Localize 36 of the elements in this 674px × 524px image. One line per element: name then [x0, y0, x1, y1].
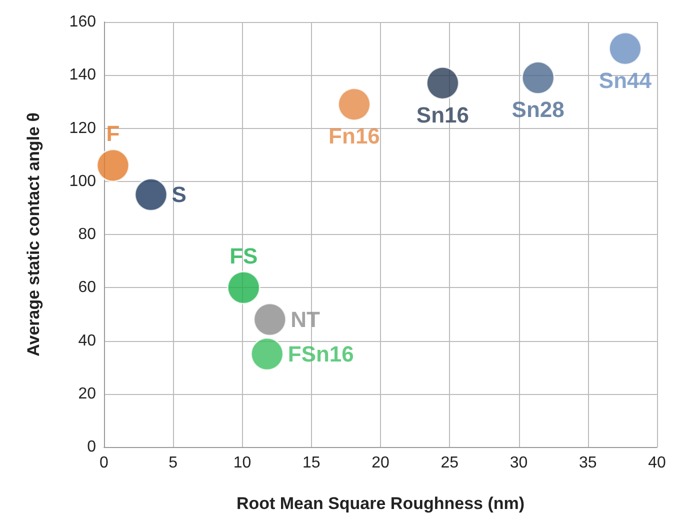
y-tick-label: 160 — [69, 14, 96, 30]
x-tick-label: 0 — [100, 454, 109, 472]
series-label: S — [172, 182, 186, 208]
x-tick-label: 35 — [578, 454, 597, 472]
x-tick-label: 30 — [510, 454, 528, 472]
x-tick-label: 10 — [233, 454, 252, 472]
point — [96, 148, 130, 182]
series-label: F — [106, 121, 120, 146]
point — [253, 302, 287, 336]
y-tick-label: 120 — [69, 120, 96, 137]
point — [426, 66, 460, 100]
x-tick-label: 15 — [302, 454, 320, 472]
x-tick-label: 40 — [648, 454, 666, 472]
series-label: Sn16 — [416, 102, 470, 128]
y-tick-label: 140 — [69, 66, 96, 84]
point — [226, 270, 260, 304]
y-tick-label: 100 — [69, 172, 96, 190]
point — [250, 337, 284, 371]
y-tick-label: 20 — [78, 385, 96, 402]
series-label: FS — [230, 243, 258, 268]
point — [134, 178, 168, 212]
y-axis-title: Average static contact angle θ — [24, 112, 43, 356]
x-tick-label: 25 — [440, 454, 459, 472]
x-tick-label: 5 — [168, 454, 178, 472]
x-axis-title: Root Mean Square Roughness (nm) — [236, 494, 525, 513]
point — [338, 88, 371, 122]
y-tick-label: 60 — [78, 279, 96, 296]
y-tick-label: 0 — [87, 438, 96, 456]
y-tick-label: 80 — [78, 226, 96, 243]
series-label: Sn28 — [512, 97, 564, 122]
series-label: FSn16 — [288, 342, 354, 367]
y-tick-label: 40 — [78, 332, 96, 350]
series-label: Fn16 — [328, 124, 380, 149]
x-tick-label: 20 — [372, 454, 390, 472]
point — [521, 61, 555, 95]
point — [608, 32, 642, 66]
